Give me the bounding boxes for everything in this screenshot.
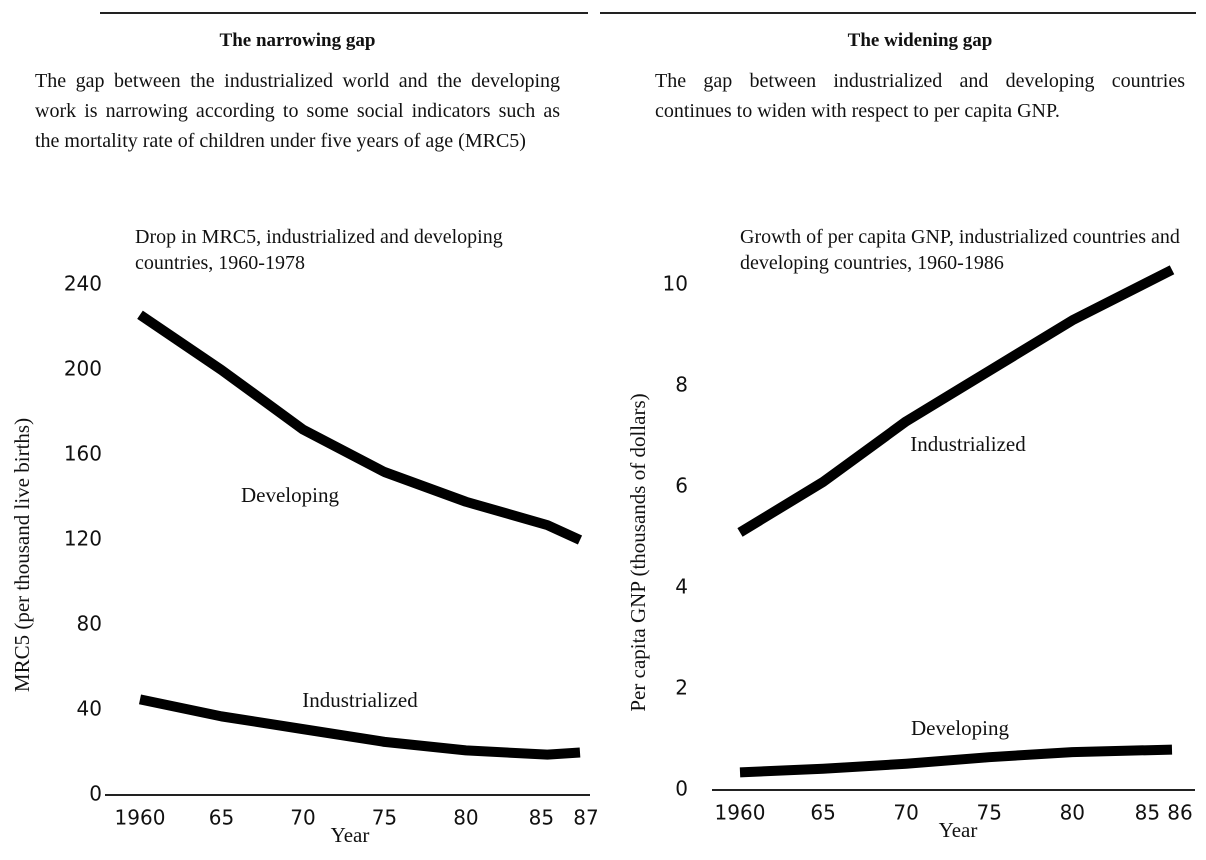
x-tick-label: 80 [1060, 801, 1085, 825]
x-tick-label: 75 [977, 801, 1002, 825]
y-tick-label: 10 [663, 272, 688, 296]
chart-title: Drop in MRC5, industrialized and develop… [135, 226, 503, 274]
x-tick-label: 65 [209, 806, 234, 830]
y-axis-label: Per capita GNP (thousands of dollars) [626, 393, 650, 711]
y-tick-label: 0 [675, 777, 688, 801]
x-tick-label: 87 [573, 806, 598, 830]
line [739, 744, 1173, 778]
x-tick-label: 80 [453, 806, 478, 830]
top-rule [100, 12, 588, 14]
y-tick-label: 120 [64, 527, 102, 551]
series-label: Industrialized [302, 688, 418, 712]
y-tick-label: 2 [675, 676, 688, 700]
line [138, 694, 581, 760]
description: The gap between the industrialized world… [35, 70, 560, 152]
heading: The widening gap [847, 30, 993, 51]
y-tick-label: 160 [64, 442, 102, 466]
x-axis-label: Year [939, 818, 978, 842]
y-tick-label: 80 [77, 612, 102, 636]
x-tick-label: 65 [810, 801, 835, 825]
heading: The narrowing gap [219, 30, 376, 51]
x-tick-label: 1960 [715, 801, 766, 825]
series-label: Developing [241, 483, 339, 507]
y-tick-label: 8 [675, 373, 688, 397]
chart-title: Growth of per capita GNP, industrialized… [740, 226, 1180, 274]
line [737, 265, 1175, 537]
series-label: Industrialized [910, 432, 1026, 456]
x-tick-label: 85 [1135, 801, 1160, 825]
x-tick-label: 75 [372, 806, 397, 830]
top-rule [600, 12, 1196, 14]
y-axis-label: MRC5 (per thousand live births) [10, 418, 34, 692]
x-axis-label: Year [331, 823, 370, 847]
x-tick-label: 70 [290, 806, 315, 830]
y-tick-label: 0 [89, 782, 102, 806]
x-tick-label: 1960 [115, 806, 166, 830]
y-tick-label: 240 [64, 272, 102, 296]
x-tick-label: 86 [1167, 801, 1192, 825]
x-tick-label: 85 [529, 806, 554, 830]
y-tick-label: 6 [675, 474, 688, 498]
description: The gap between industrialized and devel… [655, 70, 1185, 122]
line [137, 310, 583, 545]
x-tick-label: 70 [893, 801, 918, 825]
y-tick-label: 200 [64, 357, 102, 381]
y-tick-label: 40 [77, 697, 102, 721]
y-tick-label: 4 [675, 575, 688, 599]
series-label: Developing [911, 716, 1009, 740]
